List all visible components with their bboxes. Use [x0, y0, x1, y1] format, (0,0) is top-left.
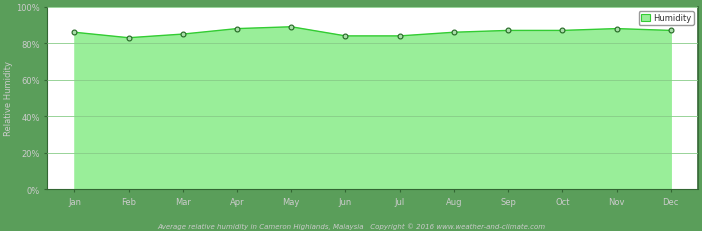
Legend: Humidity: Humidity — [639, 12, 694, 26]
Y-axis label: Relative Humidity: Relative Humidity — [4, 61, 13, 136]
Text: Average relative humidity in Cameron Highlands, Malaysia   Copyright © 2016 www.: Average relative humidity in Cameron Hig… — [157, 222, 545, 229]
